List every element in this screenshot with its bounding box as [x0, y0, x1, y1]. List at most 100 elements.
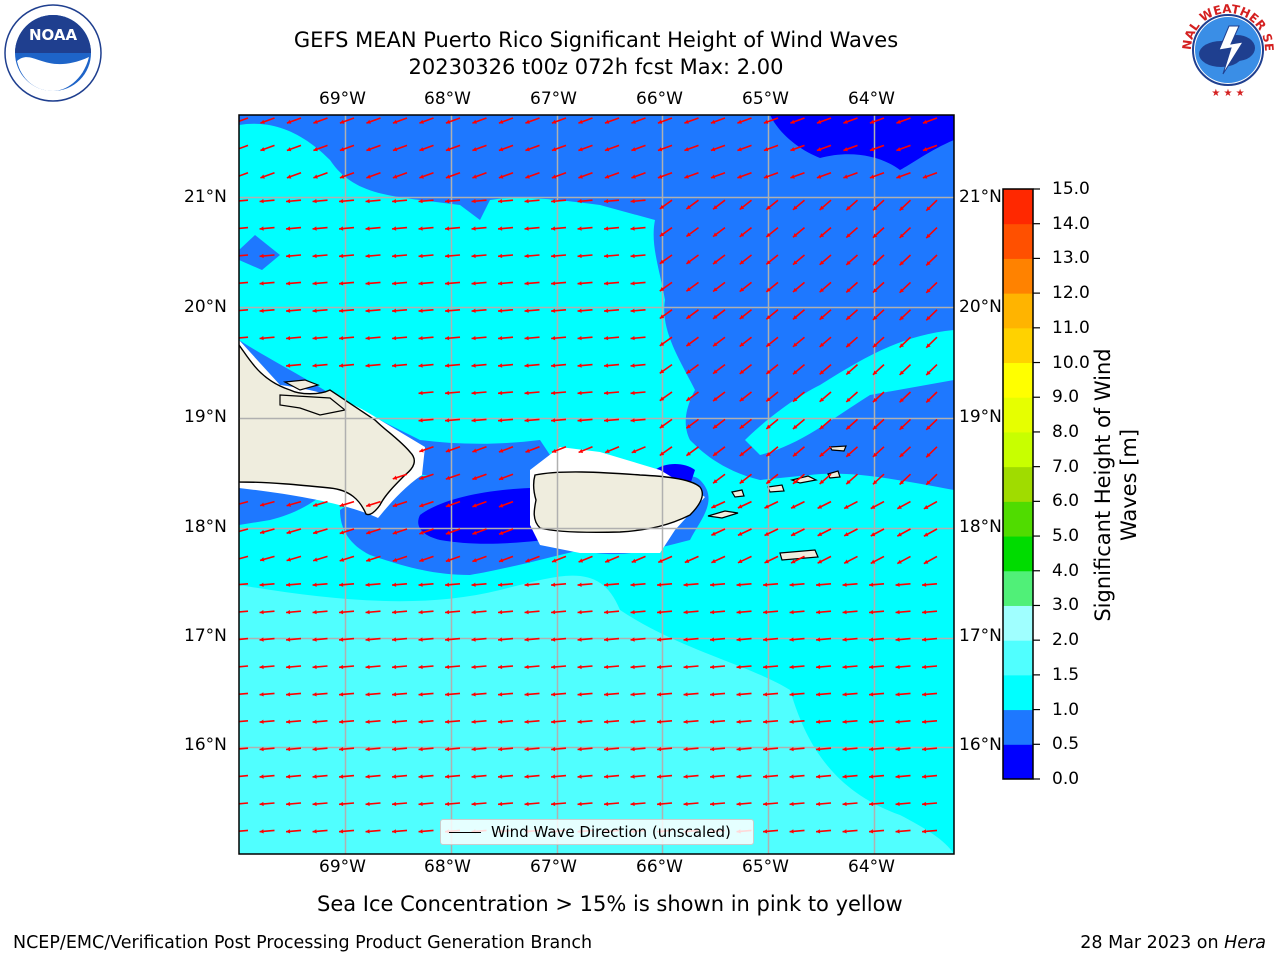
wave-direction-arrowhead	[713, 424, 718, 429]
wave-direction-arrowhead	[551, 147, 557, 152]
wave-direction-arrowhead	[816, 692, 821, 697]
wave-direction-arrowhead	[869, 747, 874, 752]
wave-direction-arrowhead	[872, 370, 878, 375]
wave-direction-arrowhead	[524, 692, 529, 697]
colorbar-tick-label: 9.0	[1052, 387, 1080, 408]
wave-direction-arrowhead	[630, 774, 635, 779]
wave-direction-arrowhead	[524, 226, 529, 231]
wave-direction-arrowhead	[713, 396, 718, 402]
wave-direction-arrowhead	[842, 664, 847, 670]
colorbar-band	[1003, 709, 1033, 745]
wave-direction-arrowhead	[445, 418, 450, 423]
wave-direction-arrowhead	[392, 147, 398, 152]
wave-direction-arrowhead	[872, 233, 878, 238]
wave-direction-arrowhead	[418, 637, 423, 642]
wave-direction-arrowhead	[604, 637, 609, 642]
wave-direction-arrowhead	[926, 452, 931, 458]
wave-direction-arrowhead	[737, 531, 743, 536]
wave-direction-arrowhead	[524, 281, 529, 286]
lon-label-top-67w: 67°W	[530, 89, 577, 109]
wave-direction-arrowhead	[736, 692, 741, 697]
wave-direction-arrowhead	[870, 504, 876, 509]
wave-direction-arrowhead	[711, 504, 716, 509]
wave-direction-arrowhead	[577, 692, 582, 697]
wave-direction-arrowhead	[922, 610, 927, 615]
wave-direction-arrowhead	[552, 558, 557, 563]
wave-direction-arrowhead	[899, 288, 904, 293]
wave-direction-arrowhead	[766, 232, 771, 238]
wave-direction-arrowhead	[577, 719, 582, 724]
wave-direction-arrowhead	[737, 174, 742, 179]
wave-direction-arrowhead	[895, 664, 900, 670]
wave-direction-arrowhead	[630, 719, 635, 724]
wave-direction-arrowhead	[286, 637, 291, 642]
wave-direction-arrowhead	[792, 452, 798, 457]
chart-title: GEFS MEAN Puerto Rico Significant Height…	[293, 28, 899, 52]
wave-direction-arrowhead	[525, 448, 530, 453]
wave-direction-arrowhead	[339, 582, 344, 587]
wave-direction-arrowhead	[739, 205, 745, 210]
wave-direction-arrowhead	[312, 692, 317, 697]
wave-direction-arrowhead	[392, 226, 397, 231]
wave-direction-arrowhead	[737, 504, 743, 509]
wave-direction-arrowhead	[630, 253, 635, 259]
wave-direction-arrowhead	[659, 369, 665, 374]
wave-direction-arrowhead	[657, 582, 662, 587]
wave-direction-arrowhead	[524, 637, 529, 642]
wave-direction-arrowhead	[869, 637, 874, 642]
wave-direction-arrowhead	[472, 558, 477, 563]
wave-direction-arrowhead	[365, 610, 370, 615]
wave-direction-arrowhead	[630, 610, 635, 615]
wave-direction-arrowhead	[922, 664, 927, 670]
wave-direction-arrowhead	[233, 774, 237, 778]
wave-direction-arrowhead	[899, 343, 904, 348]
colorbar-tick-label: 8.0	[1052, 421, 1080, 442]
colorbar-tick-label: 10.0	[1052, 352, 1090, 373]
wave-direction-arrowhead	[418, 390, 423, 396]
wave-direction-arrowhead	[365, 747, 370, 752]
wave-direction-arrowhead	[710, 774, 715, 779]
wave-direction-arrowhead	[286, 147, 292, 152]
wave-direction-arrowhead	[739, 479, 745, 484]
wave-direction-arrowhead	[392, 174, 398, 179]
wave-direction-arrowhead	[392, 637, 397, 642]
wave-direction-arrowhead	[657, 174, 663, 179]
wave-direction-arrowhead	[789, 719, 794, 724]
wave-direction-arrowhead	[683, 747, 688, 752]
wave-direction-arrowhead	[419, 475, 424, 480]
wave-direction-arrowhead	[577, 637, 582, 642]
wave-direction-arrowhead	[418, 801, 423, 807]
wave-direction-arrowhead	[471, 582, 476, 587]
colorbar-tick-label: 5.0	[1052, 526, 1080, 547]
wave-direction-arrowhead	[233, 199, 237, 203]
wave-direction-arrowhead	[842, 774, 847, 779]
wave-direction-arrowhead	[870, 532, 876, 537]
wave-direction-arrowhead	[471, 664, 476, 670]
wave-direction-arrowhead	[471, 774, 476, 779]
wave-direction-arrowhead	[313, 119, 318, 124]
wave-direction-arrowhead	[392, 199, 397, 204]
lat-label-left-21n: 21°N	[184, 187, 227, 207]
lon-label-bottom-66w: 66°W	[636, 857, 683, 877]
wave-direction-arrowhead	[498, 476, 504, 481]
lon-label-bottom-64w: 64°W	[848, 857, 895, 877]
wave-direction-arrowhead	[471, 692, 476, 697]
wave-direction-arrowhead	[471, 226, 476, 231]
lon-label-bottom-65w: 65°W	[742, 857, 789, 877]
wave-direction-arrowhead	[445, 610, 450, 615]
wave-direction-arrowhead	[710, 119, 716, 124]
wave-direction-arrowhead	[286, 308, 291, 313]
wave-direction-arrow	[239, 226, 249, 230]
wave-direction-arrowhead	[445, 801, 450, 807]
wave-direction-arrowhead	[604, 418, 609, 423]
wave-direction-arrowhead	[418, 226, 423, 231]
wave-direction-arrowhead	[365, 692, 370, 697]
wave-direction-arrowhead	[631, 174, 636, 179]
wave-direction-arrowhead	[445, 308, 450, 313]
wave-direction-arrowhead	[816, 147, 822, 152]
lat-label-left-17n: 17°N	[184, 626, 227, 646]
wave-direction-arrowhead	[233, 665, 237, 669]
wave-direction-arrowhead	[339, 692, 344, 697]
wave-direction-arrowhead	[895, 829, 900, 834]
wave-direction-arrowhead	[657, 692, 662, 697]
